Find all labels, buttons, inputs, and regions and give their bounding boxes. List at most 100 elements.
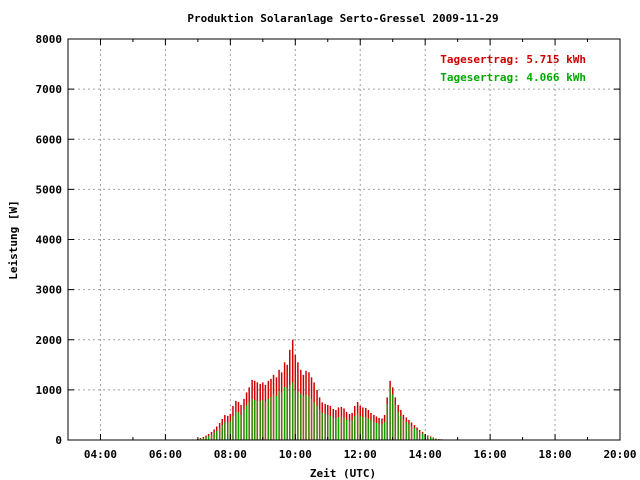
bar-green [302,395,304,440]
bar-green [232,415,234,440]
bar-green [216,430,218,440]
bar-green [300,393,302,440]
bar-green [362,416,364,440]
bar-green [381,424,383,440]
y-tick-label: 8000 [36,33,63,46]
bar-green [422,433,424,440]
bar-green [324,413,326,440]
bar-green [365,416,367,440]
bar-green [270,396,272,440]
bar-green [297,392,299,440]
bar-green [430,437,432,440]
bar-green [389,387,391,440]
bar-green [254,399,256,440]
bar-green [378,423,380,440]
bar-green [327,414,329,440]
bar-green [408,423,410,440]
bar-green [251,398,253,440]
bar-green [248,401,250,440]
bar-green [219,427,221,440]
y-tick-label: 7000 [36,83,63,96]
bar-green [205,436,207,440]
y-axis-label: Leistung [W] [7,200,20,279]
y-tick-label: 5000 [36,183,63,196]
x-axis-label: Zeit (UTC) [310,467,376,480]
x-tick-label: 04:00 [84,448,117,461]
bar-green [419,431,421,440]
bar-green [237,412,240,440]
y-tick-label: 4000 [36,234,63,247]
legend-entry-green: Tagesertrag: 4.066 kWh [440,71,586,84]
bar-green [351,420,353,440]
bar-green [262,399,264,440]
chart-title: Produktion Solaranlage Serto-Gressel 200… [187,12,498,25]
bar-green [416,429,418,440]
bar-green [329,415,331,440]
bar-green [354,415,356,440]
bar-green [319,409,321,440]
x-axis-ticks: 04:00 06:00 08:00 10:00 12:00 14:00 16:00 18:00… [67,39,637,461]
bar-green [375,422,378,440]
bar-green [202,438,204,440]
bar-green [256,400,258,440]
y-tick-label: 2000 [36,334,63,347]
bar-green [386,403,388,440]
bar-green [402,419,404,440]
bar-green [392,394,394,440]
bar-green [335,418,337,440]
bar-green [373,421,375,440]
x-tick-label: 08:00 [214,448,247,461]
bar-green [367,418,369,440]
x-tick-label: 16:00 [474,448,507,461]
bar-green [332,417,334,440]
bar-green [310,398,313,440]
bar-green [346,419,348,440]
bar-green [348,420,351,440]
bar-green [321,412,323,440]
y-tick-label: 3000 [36,284,63,297]
bar-green [286,387,288,440]
bar-green [337,416,340,440]
bar-green [275,395,277,440]
bar-green [227,422,229,440]
x-tick-label: 14:00 [409,448,442,461]
bar-green [221,424,223,440]
bar-green [284,386,286,440]
bar-green [411,425,413,440]
series-green-bars [197,382,451,441]
bar-green [400,415,402,440]
x-tick-label: 06:00 [149,448,182,461]
bar-green [435,438,437,440]
bar-green [340,416,342,440]
bar-green [316,405,318,440]
bar-green [370,420,372,440]
bar-green [264,401,266,440]
bar-green [413,427,415,440]
bar-green [240,414,242,440]
x-tick-label: 18:00 [538,448,571,461]
bar-green [294,389,296,441]
bar-green [235,411,237,440]
bar-green [394,404,396,440]
legend-entry-red: Tagesertrag: 5.715 kWh [440,53,586,66]
bar-green [267,398,269,440]
y-axis-ticks: 0 1000 2000 3000 4000 5000 6000 7000 8000 [36,33,620,447]
bar-green [432,438,434,440]
bar-green [357,412,359,440]
bar-green [210,434,213,440]
bar-green [384,421,386,440]
bar-green [343,417,345,440]
bar-green [278,390,280,440]
bar-green [213,432,215,440]
bar-green [359,415,361,440]
bar-green [292,382,294,440]
bar-green [405,421,407,440]
y-tick-label: 0 [55,434,62,447]
bar-green [243,409,245,440]
bar-green [308,395,310,440]
bar-green [313,401,315,440]
bar-green [199,438,202,440]
grid-lines [68,39,620,440]
bar-green [229,421,231,440]
